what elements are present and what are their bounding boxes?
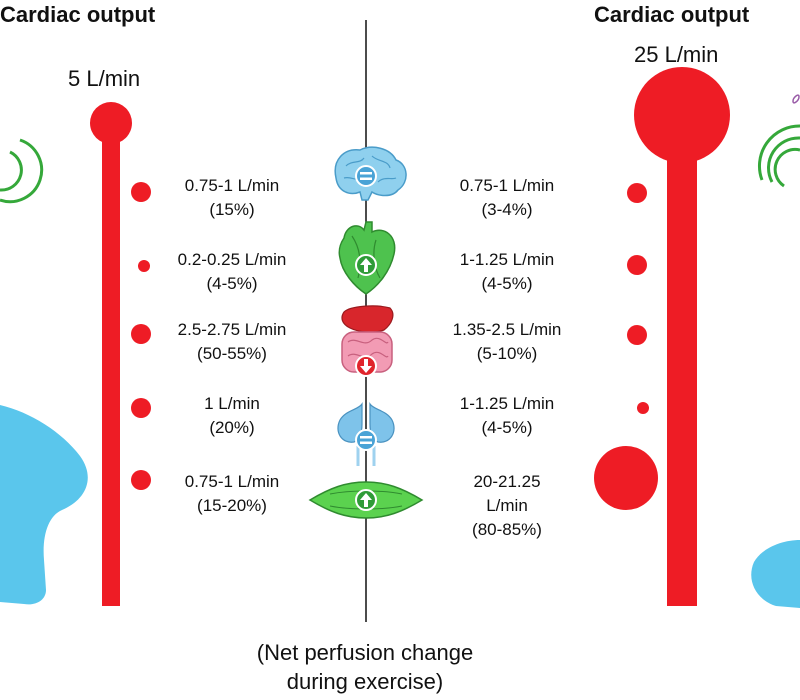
rest-value-kidney: 1 L/min (20%) (204, 394, 260, 437)
rest-dot-kidney (131, 398, 151, 418)
kidney-equal-badge (355, 429, 377, 451)
rest-value-gut: 2.5-2.75 L/min (50-55%) (177, 320, 287, 363)
liver-intestine-icon (341, 305, 394, 377)
rest-dot-brain (131, 182, 151, 202)
exercise-flow-column (594, 67, 730, 606)
rest-flow-bar (102, 130, 120, 606)
rest-flow-column (90, 102, 151, 606)
rest-value-muscle: 0.75-1 L/min (15-20%) (184, 472, 280, 515)
heart-icon (338, 221, 396, 295)
rest-title: Cardiac output (0, 2, 156, 27)
left-signal-arcs (0, 138, 44, 204)
right-small-mark (792, 94, 800, 104)
exercise-dot-gut (627, 325, 647, 345)
exercise-dot-kidney (637, 402, 649, 414)
exercise-dot-muscle (594, 446, 658, 510)
exercise-figure-silhouette (751, 540, 800, 608)
rest-total: 5 L/min (68, 66, 141, 91)
exercise-value-brain: 0.75-1 L/min (3-4%) (459, 176, 555, 219)
muscle-icon (308, 481, 424, 519)
rest-dot-muscle (131, 470, 151, 490)
exercise-value-muscle: 20-21.25 L/min (80-85%) (472, 472, 542, 539)
brain-icon (334, 146, 407, 201)
exercise-value-kidney: 1-1.25 L/min (4-5%) (459, 394, 555, 437)
brain-equal-badge (355, 165, 377, 187)
kidneys-icon (337, 402, 395, 466)
rest-total-dot (90, 102, 132, 144)
right-signal-arcs (757, 124, 800, 188)
exercise-flow-bar (667, 150, 697, 606)
exercise-title: Cardiac output (594, 2, 750, 27)
exercise-value-heart: 1-1.25 L/min (4-5%) (459, 250, 555, 293)
exercise-value-gut: 1.35-2.5 L/min (5-10%) (452, 320, 562, 363)
perfusion-change-caption: (Net perfusion change during exercise) (256, 640, 474, 694)
exercise-total-dot (634, 67, 730, 163)
rest-value-brain: 0.75-1 L/min (15%) (184, 176, 280, 219)
rest-dot-gut (131, 324, 151, 344)
rest-value-heart: 0.2-0.25 L/min (4-5%) (177, 250, 287, 293)
resting-figure-silhouette (0, 405, 88, 605)
exercise-dot-heart (627, 255, 647, 275)
exercise-total: 25 L/min (634, 42, 719, 67)
rest-dot-heart (138, 260, 150, 272)
exercise-dot-brain (627, 183, 647, 203)
